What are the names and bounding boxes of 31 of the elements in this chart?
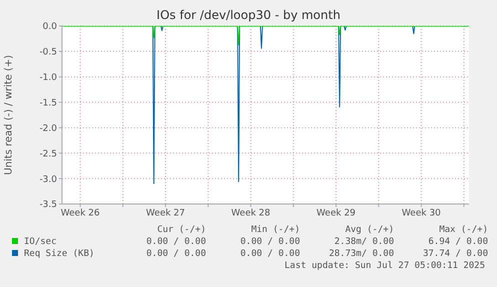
text: 0.00 / 0.00 <box>239 248 300 260</box>
text: Last update: Sun Jul 27 05:00:11 2025 <box>284 260 486 272</box>
x-tick-label: Week 29 <box>316 208 356 218</box>
text: 0.00 / 0.00 <box>145 236 206 248</box>
y-tick-label: -1.5 <box>39 98 57 108</box>
y-axis-title: Units read (-) / write (+) <box>4 54 15 175</box>
legend-label: Req Size (KB) <box>23 248 96 260</box>
text: Avg (-/+) <box>344 224 394 236</box>
text: 0.00 / 0.00 <box>145 248 206 260</box>
y-tick-label: -3.5 <box>39 200 57 210</box>
y-tick-label: 0.0 <box>42 22 58 32</box>
line-series <box>62 26 469 46</box>
text: 0.00 / 0.00 <box>239 236 300 248</box>
y-tick-label: -3.0 <box>39 174 58 185</box>
x-tick-label: Week 28 <box>231 208 271 218</box>
legend-label: IO/sec <box>23 236 58 248</box>
y-tick-label: -1.0 <box>39 73 58 84</box>
y-tick-label: -2.5 <box>39 149 57 160</box>
x-tick-label: Week 26 <box>60 208 100 218</box>
y-tick-label: -2.0 <box>39 124 58 134</box>
y-tick-label: -0.5 <box>39 48 57 58</box>
text: Max (-/+) <box>438 224 488 236</box>
x-tick-label: Week 30 <box>402 208 442 218</box>
text: 28.73m/ 0.00 <box>328 248 394 260</box>
x-tick-label: Week 27 <box>146 208 186 218</box>
chart-title: IOs for /dev/loop30 - by month <box>156 7 342 22</box>
text: 37.74 / 0.00 <box>422 248 488 260</box>
text: Min (-/+) <box>250 224 300 236</box>
text: 6.94 / 0.00 <box>427 236 488 248</box>
text: Cur (-/+) <box>156 224 206 236</box>
text: 2.38m/ 0.00 <box>333 236 394 248</box>
